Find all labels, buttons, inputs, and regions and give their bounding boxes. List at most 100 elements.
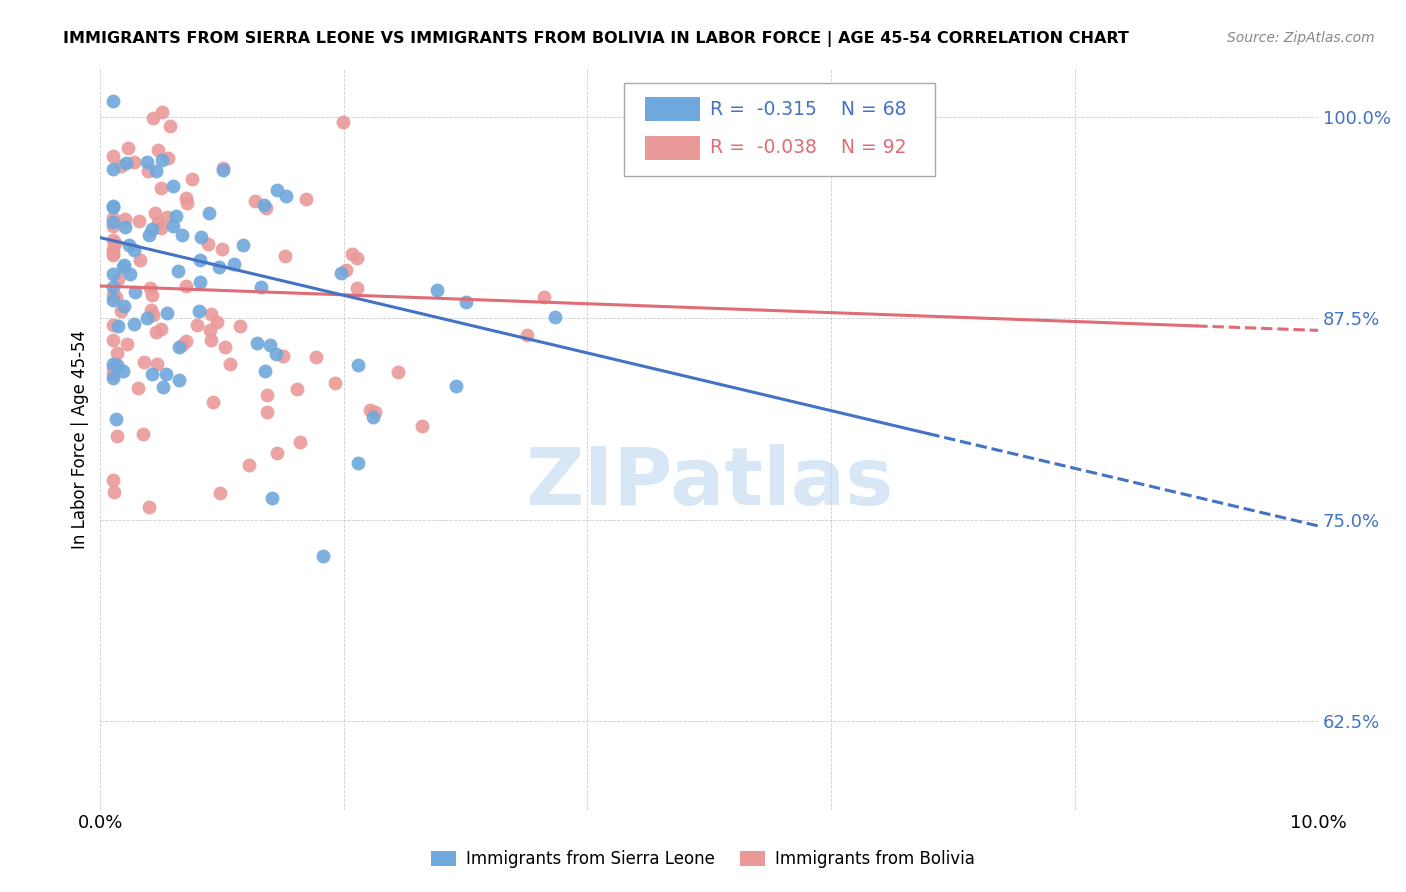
Point (273, 249, 295, 263)
Point (359, 402, 381, 417)
Point (188, 275, 211, 289)
Point (107, 319, 129, 334)
Point (243, 194, 266, 208)
Point (332, 115, 354, 129)
Point (101, 94, 124, 108)
Point (101, 279, 124, 293)
Y-axis label: In Labor Force | Age 45-54: In Labor Force | Age 45-54 (72, 329, 89, 549)
Point (211, 161, 233, 175)
Point (454, 294, 477, 309)
Point (323, 376, 346, 391)
Point (411, 419, 433, 434)
Point (198, 206, 221, 220)
Point (330, 266, 353, 280)
Point (387, 365, 409, 379)
Point (224, 257, 246, 271)
Point (167, 263, 190, 277)
Point (120, 267, 142, 281)
Point (294, 192, 316, 206)
Point (114, 219, 136, 234)
Point (254, 364, 277, 378)
Point (200, 333, 222, 347)
Point (207, 315, 229, 329)
Point (101, 149, 124, 163)
Point (285, 382, 308, 396)
Point (361, 409, 384, 424)
Point (218, 357, 240, 371)
Point (135, 154, 157, 169)
Point (148, 215, 170, 229)
Point (533, 290, 555, 304)
Legend: Immigrants from Sierra Leone, Immigrants from Bolivia: Immigrants from Sierra Leone, Immigrants… (425, 844, 981, 875)
Point (104, 235, 127, 250)
Point (118, 238, 141, 252)
Point (101, 473, 124, 487)
Point (138, 228, 160, 243)
Point (101, 370, 124, 384)
Point (186, 318, 208, 332)
Point (155, 367, 177, 381)
FancyBboxPatch shape (624, 83, 935, 176)
Point (112, 299, 135, 313)
Point (141, 221, 163, 235)
Point (156, 210, 179, 224)
Point (197, 236, 219, 251)
Point (156, 151, 179, 165)
Point (146, 143, 169, 157)
Point (101, 367, 124, 381)
Point (342, 247, 364, 261)
Point (335, 263, 357, 277)
Point (101, 199, 124, 213)
Point (115, 156, 138, 170)
Point (101, 318, 124, 333)
Point (425, 283, 447, 297)
Point (264, 346, 287, 360)
Point (162, 219, 184, 233)
Point (266, 183, 288, 197)
Bar (645, 136, 700, 160)
Point (266, 446, 288, 460)
Point (101, 293, 124, 308)
Point (117, 336, 139, 351)
Point (139, 281, 162, 295)
Point (122, 317, 145, 331)
Point (101, 200, 124, 214)
Point (101, 233, 124, 247)
Point (128, 213, 150, 227)
Point (124, 285, 146, 299)
Point (141, 288, 163, 302)
Text: R =  -0.038    N = 92: R = -0.038 N = 92 (710, 138, 907, 157)
Point (105, 290, 128, 304)
Point (208, 260, 231, 274)
Point (150, 104, 173, 119)
Point (101, 242, 124, 256)
Point (209, 486, 232, 500)
Point (170, 227, 193, 242)
Point (128, 252, 150, 267)
Point (180, 172, 202, 186)
Point (101, 360, 124, 375)
Point (172, 337, 194, 351)
Point (110, 159, 132, 173)
Point (274, 189, 297, 203)
Point (101, 215, 124, 229)
Point (201, 395, 224, 409)
Point (174, 191, 197, 205)
Point (101, 248, 124, 262)
Point (253, 198, 276, 212)
Point (232, 238, 254, 252)
Point (114, 212, 136, 227)
Point (273, 349, 295, 363)
Point (127, 382, 149, 396)
Point (101, 219, 124, 234)
Point (444, 378, 467, 392)
Point (305, 350, 328, 364)
Point (105, 428, 128, 442)
Point (200, 307, 222, 321)
Point (312, 549, 335, 564)
Point (101, 245, 124, 260)
Point (544, 310, 567, 325)
Point (117, 141, 139, 155)
Point (174, 279, 197, 293)
Point (346, 281, 368, 295)
